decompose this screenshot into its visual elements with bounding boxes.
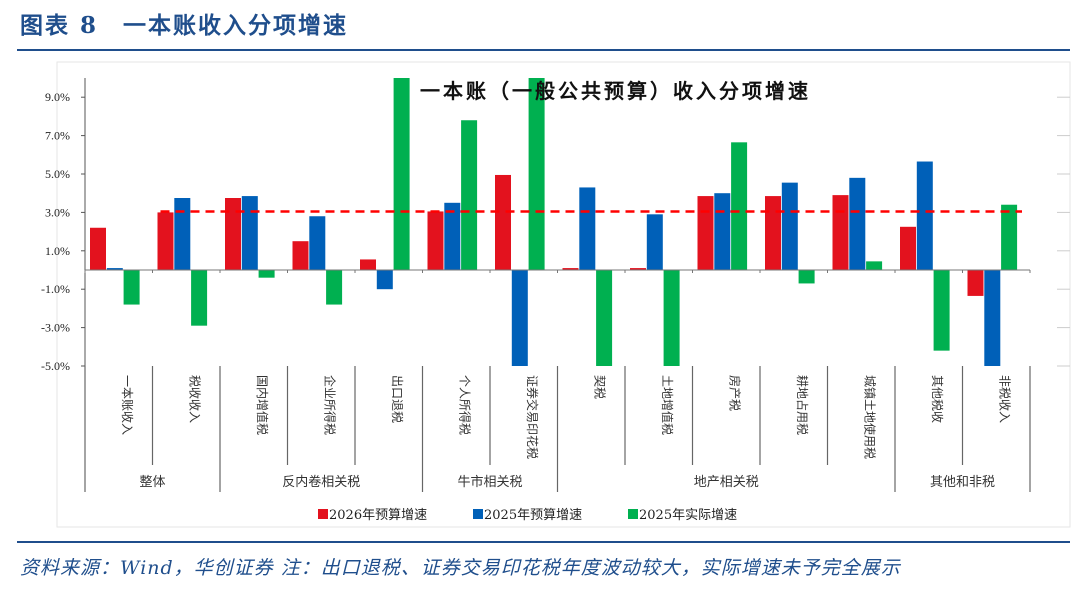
bar-2025年实际增速: [933, 270, 950, 351]
y-tick-label: 7.0%: [45, 129, 70, 143]
bar-2025年实际增速: [123, 270, 140, 305]
bar-2025年预算增速: [511, 270, 528, 366]
bar-2025年实际增速: [731, 142, 748, 270]
bar-2025年预算增速: [984, 270, 1001, 366]
bar-2026年预算增速: [360, 259, 376, 270]
y-tick-label: 5.0%: [45, 167, 70, 181]
category-label: 一本账收入: [120, 375, 134, 435]
bar-2026年预算增速: [630, 268, 646, 270]
bar-2025年实际增速: [1001, 204, 1018, 270]
y-tick-label: -1.0%: [41, 282, 70, 296]
bar-2025年实际增速: [258, 270, 275, 278]
bar-2026年预算增速: [90, 227, 106, 270]
bar-2026年预算增速: [225, 198, 241, 270]
legend-swatch: [318, 509, 328, 519]
bar-2025年实际增速: [326, 270, 343, 305]
bar-2025年实际增速: [528, 78, 545, 270]
bar-2026年预算增速: [427, 211, 444, 270]
group-label: 反内卷相关税: [282, 474, 360, 490]
bar-2025年实际增速: [596, 270, 613, 366]
bottom-divider: [17, 541, 1070, 543]
chart-title: 一本账（一般公共预算）收入分项增速: [420, 79, 811, 103]
chart-frame: [56, 61, 1071, 528]
category-label: 耕地占用税: [795, 375, 810, 435]
bar-2025年预算增速: [241, 196, 258, 270]
bar-2026年预算增速: [832, 195, 849, 270]
bar-2025年预算增速: [309, 216, 326, 270]
bar-2025年预算增速: [444, 202, 461, 270]
y-tick-label: 9.0%: [45, 90, 70, 104]
category-label: 城镇土地使用税: [862, 375, 877, 459]
category-label: 房产税: [727, 375, 742, 411]
bar-2026年预算增速: [292, 241, 309, 270]
category-label: 个人所得税: [457, 375, 472, 435]
bar-2025年预算增速: [106, 268, 123, 270]
legend-swatch: [628, 509, 638, 519]
bar-2026年预算增速: [967, 270, 984, 296]
category-label: 国内增值税: [255, 375, 270, 435]
category-label: 企业所得税: [322, 375, 337, 435]
category-label: 非税收入: [997, 375, 1011, 423]
bar-2025年实际增速: [191, 270, 208, 326]
figure-title: 图表 8 一本账收入分项增速: [20, 12, 349, 39]
legend-label: 2025年预算增速: [484, 508, 582, 523]
category-label: 税收收入: [187, 375, 201, 423]
group-label: 其他和非税: [930, 475, 995, 490]
group-label: 整体: [139, 475, 165, 490]
y-tick-label: -5.0%: [41, 359, 70, 373]
category-label: 土地增值税: [660, 375, 675, 435]
bar-2025年预算增速: [714, 193, 731, 270]
group-label: 牛市相关税: [457, 474, 522, 490]
bar-2025年预算增速: [849, 177, 866, 270]
bar-2026年预算增速: [495, 174, 511, 270]
bar-2025年实际增速: [393, 78, 410, 270]
category-label: 出口退税: [390, 375, 404, 423]
y-tick-label: 1.0%: [45, 244, 70, 258]
bar-2026年预算增速: [765, 196, 781, 270]
bar-2025年预算增速: [781, 182, 798, 270]
bar-2025年预算增速: [579, 187, 596, 270]
y-tick-label: -3.0%: [41, 321, 70, 335]
bar-2026年预算增速: [900, 226, 916, 270]
y-tick-label: 3.0%: [45, 205, 70, 219]
bar-2026年预算增速: [697, 196, 714, 270]
bar-2025年实际增速: [663, 270, 680, 366]
bar-2025年预算增速: [174, 198, 191, 270]
legend-label: 2026年预算增速: [329, 508, 427, 523]
legend-swatch: [473, 509, 483, 519]
group-label: 地产相关税: [694, 475, 759, 490]
category-label: 其他税收: [930, 375, 944, 423]
top-divider: [17, 49, 1070, 51]
bar-2026年预算增速: [157, 212, 174, 270]
bar-2025年预算增速: [916, 161, 933, 270]
legend-label: 2025年实际增速: [639, 508, 737, 523]
bar-2025年预算增速: [646, 214, 663, 270]
bar-2025年预算增速: [376, 270, 393, 290]
bar-2025年实际增速: [866, 261, 883, 270]
source-note: 资料来源：Wind，华创证券 注：出口退税、证券交易印花税年度波动较大，实际增速…: [20, 557, 901, 579]
bar-2026年预算增速: [562, 268, 579, 270]
bar-2025年实际增速: [798, 270, 815, 284]
category-label: 契税: [592, 375, 606, 399]
category-label: 证券交易印花税: [525, 375, 540, 459]
bar-2025年实际增速: [461, 120, 478, 271]
